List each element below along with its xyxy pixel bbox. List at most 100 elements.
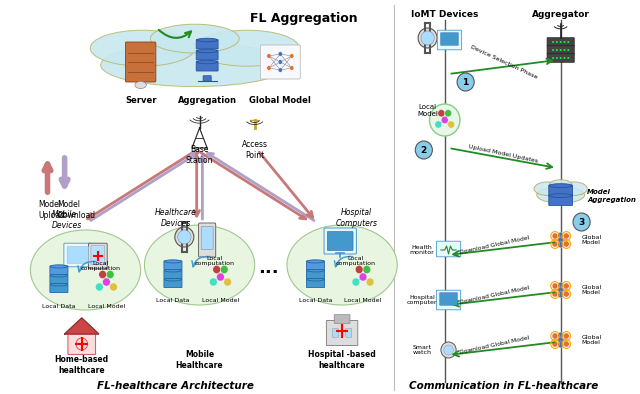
Text: Device Selection Phase: Device Selection Phase xyxy=(469,44,538,80)
Ellipse shape xyxy=(196,38,218,42)
Circle shape xyxy=(558,232,563,238)
Ellipse shape xyxy=(164,269,182,272)
FancyBboxPatch shape xyxy=(201,227,213,249)
Circle shape xyxy=(95,283,103,291)
Circle shape xyxy=(421,31,435,45)
Ellipse shape xyxy=(307,269,324,272)
FancyBboxPatch shape xyxy=(548,195,573,205)
Text: Model
Upload: Model Upload xyxy=(38,200,65,220)
Circle shape xyxy=(558,342,563,348)
Circle shape xyxy=(448,121,454,128)
Circle shape xyxy=(290,54,294,58)
FancyBboxPatch shape xyxy=(91,246,105,264)
Circle shape xyxy=(558,242,563,248)
Ellipse shape xyxy=(164,278,182,281)
Text: Model
Download: Model Download xyxy=(57,200,95,220)
Ellipse shape xyxy=(307,260,324,263)
Text: Global Model: Global Model xyxy=(250,95,311,104)
Circle shape xyxy=(429,104,460,136)
Circle shape xyxy=(444,345,453,355)
Circle shape xyxy=(415,141,433,159)
Circle shape xyxy=(363,266,371,273)
FancyBboxPatch shape xyxy=(68,333,95,355)
FancyBboxPatch shape xyxy=(196,39,218,49)
Circle shape xyxy=(563,283,569,289)
Text: ...: ... xyxy=(259,259,279,277)
Circle shape xyxy=(442,116,448,124)
Text: FL Aggregation: FL Aggregation xyxy=(250,11,358,24)
Circle shape xyxy=(278,60,282,64)
Ellipse shape xyxy=(31,230,141,310)
FancyBboxPatch shape xyxy=(547,38,574,46)
Text: Mobile
Healthcare: Mobile Healthcare xyxy=(176,350,223,370)
FancyBboxPatch shape xyxy=(125,42,156,82)
Ellipse shape xyxy=(164,260,182,263)
Text: Global
Model: Global Model xyxy=(582,284,602,296)
FancyBboxPatch shape xyxy=(436,241,461,257)
Circle shape xyxy=(552,41,554,43)
Circle shape xyxy=(563,291,569,297)
Circle shape xyxy=(178,230,191,244)
Text: Global
Model: Global Model xyxy=(582,335,602,346)
FancyBboxPatch shape xyxy=(203,76,211,81)
Circle shape xyxy=(220,266,228,273)
FancyBboxPatch shape xyxy=(196,50,218,60)
FancyBboxPatch shape xyxy=(67,247,89,263)
FancyBboxPatch shape xyxy=(332,329,339,337)
Ellipse shape xyxy=(307,278,324,281)
Circle shape xyxy=(552,291,558,297)
Ellipse shape xyxy=(287,225,397,305)
Circle shape xyxy=(352,278,360,286)
Circle shape xyxy=(560,41,562,43)
Text: Local Data: Local Data xyxy=(156,299,189,303)
Circle shape xyxy=(563,57,565,59)
Text: Smart
watch: Smart watch xyxy=(412,345,431,355)
Circle shape xyxy=(563,49,565,51)
Text: Home-based
healthcare: Home-based healthcare xyxy=(54,355,109,375)
Circle shape xyxy=(267,54,271,58)
Ellipse shape xyxy=(196,60,218,64)
Circle shape xyxy=(552,341,558,347)
Ellipse shape xyxy=(51,265,67,268)
FancyBboxPatch shape xyxy=(436,290,461,310)
Circle shape xyxy=(556,49,558,51)
Ellipse shape xyxy=(549,194,572,197)
FancyBboxPatch shape xyxy=(307,279,324,288)
Circle shape xyxy=(366,278,374,286)
FancyBboxPatch shape xyxy=(50,266,68,275)
FancyBboxPatch shape xyxy=(334,315,350,323)
Circle shape xyxy=(445,110,452,117)
Ellipse shape xyxy=(549,184,572,188)
Circle shape xyxy=(560,49,562,51)
Ellipse shape xyxy=(100,43,289,87)
Circle shape xyxy=(563,41,565,43)
Ellipse shape xyxy=(534,182,561,195)
Circle shape xyxy=(106,271,114,279)
FancyBboxPatch shape xyxy=(164,270,182,279)
Ellipse shape xyxy=(537,187,584,203)
Circle shape xyxy=(224,278,232,286)
Ellipse shape xyxy=(549,180,572,191)
FancyBboxPatch shape xyxy=(437,30,461,50)
Circle shape xyxy=(552,241,558,247)
Circle shape xyxy=(267,66,271,70)
Ellipse shape xyxy=(196,49,218,53)
Ellipse shape xyxy=(90,30,195,66)
FancyBboxPatch shape xyxy=(440,293,458,305)
Circle shape xyxy=(290,66,294,70)
Text: Aggregation: Aggregation xyxy=(178,95,237,104)
FancyBboxPatch shape xyxy=(260,45,300,79)
Circle shape xyxy=(563,241,569,247)
Text: FL-healthcare Architecture: FL-healthcare Architecture xyxy=(97,381,254,391)
Circle shape xyxy=(558,332,563,338)
FancyBboxPatch shape xyxy=(326,320,358,346)
Circle shape xyxy=(217,273,224,281)
Circle shape xyxy=(563,233,569,239)
Circle shape xyxy=(175,227,194,247)
Circle shape xyxy=(278,52,282,56)
Circle shape xyxy=(102,278,110,286)
Circle shape xyxy=(567,41,569,43)
Circle shape xyxy=(355,266,363,273)
Text: Model
Aggregation: Model Aggregation xyxy=(588,190,636,203)
Circle shape xyxy=(558,287,563,293)
